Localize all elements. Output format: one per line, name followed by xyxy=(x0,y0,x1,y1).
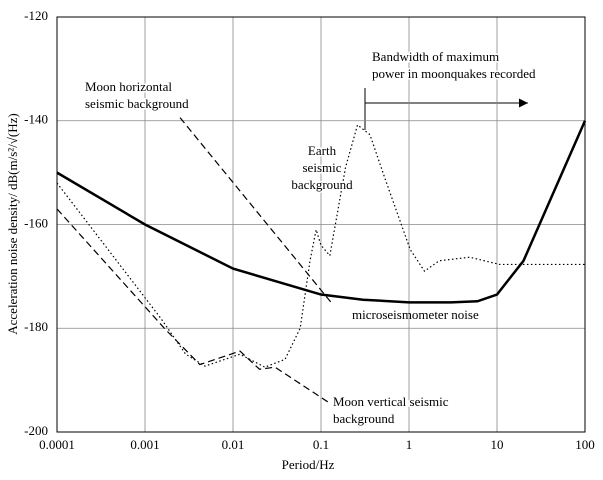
annotation: seismic xyxy=(303,160,342,175)
series-line xyxy=(56,123,585,368)
series-line xyxy=(56,120,587,304)
x-tick-label: 0.1 xyxy=(313,437,329,452)
annotation: microseismometer noise xyxy=(352,307,479,322)
y-tick-label: -140 xyxy=(24,112,48,127)
annotation: Bandwidth of maximum xyxy=(372,49,499,64)
y-tick-label: -200 xyxy=(24,423,48,438)
annotation: Earth xyxy=(308,143,337,158)
plot-frame xyxy=(56,16,586,433)
x-tick-label: 10 xyxy=(491,437,504,452)
annotation: seismic background xyxy=(85,96,189,111)
x-tick-label: 1 xyxy=(406,437,413,452)
annotation: Moon horizontal xyxy=(85,79,172,94)
y-tick-label: -180 xyxy=(24,319,48,334)
x-tick-label: 0.0001 xyxy=(39,437,75,452)
x-tick-label: 0.01 xyxy=(222,437,245,452)
series-line xyxy=(179,117,332,303)
series-line xyxy=(56,208,332,405)
y-axis-label: Acceleration noise density/ dB(m/s²/√(Hz… xyxy=(5,113,20,335)
annotation: background xyxy=(291,177,353,192)
x-axis-label: Period/Hz xyxy=(282,457,335,472)
annotation: Moon vertical seismic xyxy=(333,394,449,409)
x-tick-label: 0.001 xyxy=(130,437,159,452)
y-tick-label: -120 xyxy=(24,8,48,23)
x-tick-label: 100 xyxy=(575,437,595,452)
y-tick-label: -160 xyxy=(24,215,48,230)
annotation: power in moonquakes recorded xyxy=(372,66,536,81)
annotation: background xyxy=(333,411,395,426)
